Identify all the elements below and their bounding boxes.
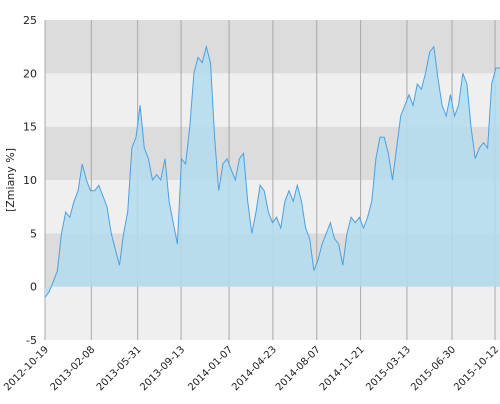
x-tick-label: 2012-10-19	[2, 344, 51, 393]
x-tick-label: 2014-11-21	[318, 344, 367, 393]
x-tick-label: 2014-08-07	[274, 344, 323, 393]
y-tick-label: 20	[23, 67, 37, 80]
x-tick-label: 2013-02-08	[49, 344, 98, 393]
x-tick-label: 2015-03-13	[364, 344, 413, 393]
area	[45, 46, 500, 298]
y-tick-label: 0	[30, 281, 37, 294]
y-tick-label: -5	[26, 334, 37, 347]
y-tick-label: 10	[23, 174, 37, 187]
x-tick-label: 2014-04-23	[230, 344, 279, 393]
x-tick-label: 2014-01-07	[186, 344, 235, 393]
y-axis-label: [Zmiany %]	[4, 148, 17, 212]
x-tick-label: 2015-06-30	[409, 344, 458, 393]
x-tick-label: 2013-09-13	[138, 344, 187, 393]
y-tick-label: 25	[23, 14, 37, 27]
x-tick-label: 2013-05-31	[95, 344, 144, 393]
line	[44, 44, 500, 298]
y-tick-label: 15	[23, 121, 37, 134]
y-tick-label: 5	[30, 227, 37, 240]
x-tick-label: 2015-10-12	[452, 344, 500, 393]
